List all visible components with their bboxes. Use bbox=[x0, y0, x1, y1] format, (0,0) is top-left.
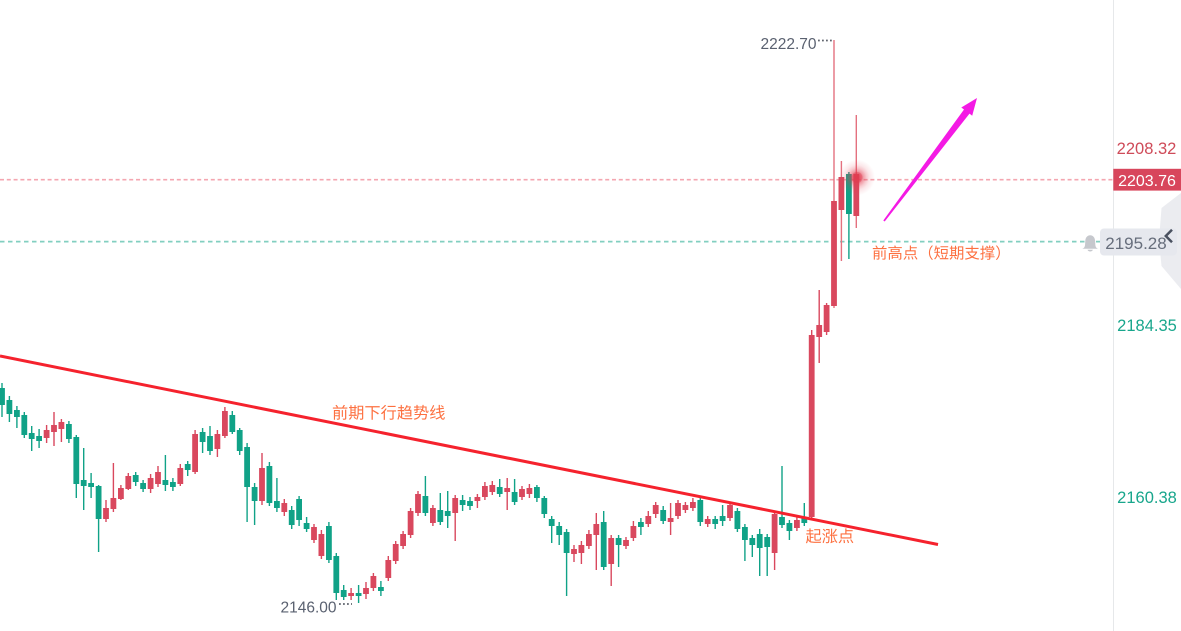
svg-text:2222.70: 2222.70 bbox=[761, 36, 817, 53]
svg-text:2160.38: 2160.38 bbox=[1117, 489, 1177, 507]
svg-text:2184.35: 2184.35 bbox=[1117, 317, 1177, 335]
svg-text:2208.32: 2208.32 bbox=[1117, 140, 1177, 158]
svg-text:2195.28: 2195.28 bbox=[1105, 234, 1166, 253]
svg-text:2146.00: 2146.00 bbox=[281, 600, 337, 617]
svg-text:2203.76: 2203.76 bbox=[1118, 173, 1176, 190]
